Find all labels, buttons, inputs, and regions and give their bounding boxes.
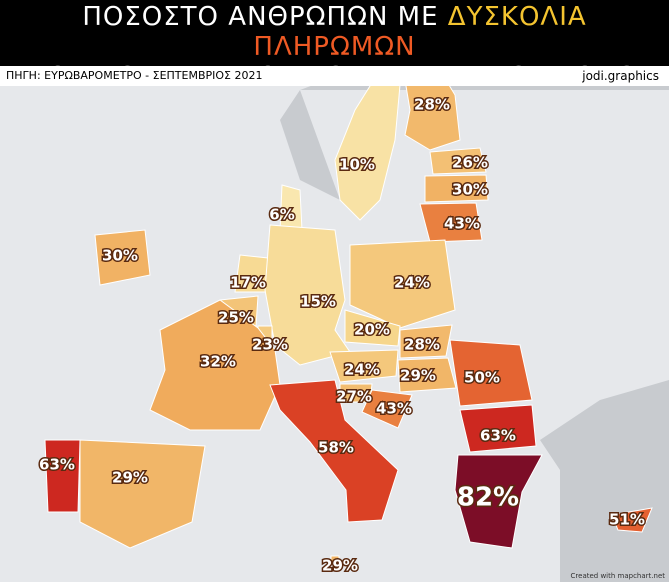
title: ΠΟΣΟΣΤΟ ΑΝΘΡΩΠΩΝ ΜΕ ΔΥΣΚΟΛΙΑ ΠΛΗΡΩΜΩΝ ΤΩ…: [0, 0, 669, 92]
region: [429, 147, 487, 175]
region: [79, 439, 206, 549]
value-label: 29%: [400, 367, 436, 385]
title-part: ΠΟΣΟΣΤΟ ΑΝΘΡΩΠΩΝ ΜΕ: [82, 2, 439, 32]
value-label: 26%: [452, 154, 488, 172]
region: [399, 324, 453, 359]
brand: jodi.graphics: [582, 69, 659, 83]
value-label: 58%: [318, 439, 354, 457]
value-label: 24%: [394, 274, 430, 292]
region: [419, 202, 483, 243]
region: [330, 555, 340, 565]
value-label: 32%: [200, 353, 236, 371]
value-label: 51%: [609, 511, 645, 529]
value-label: 25%: [218, 309, 254, 327]
value-label: 10%: [339, 156, 375, 174]
title-part: ΔΥΣΚΟΛΙΑ: [447, 2, 587, 32]
region: [149, 299, 281, 431]
land: [280, 60, 669, 582]
title-part: ΠΛΗΡΩΜΩΝ: [253, 32, 416, 62]
value-label: 29%: [322, 557, 358, 575]
region: [454, 454, 543, 549]
title-line: ΠΟΣΟΣΤΟ ΑΝΘΡΩΠΩΝ ΜΕ ΔΥΣΚΟΛΙΑ ΠΛΗΡΩΜΩΝ: [0, 2, 669, 62]
region: [424, 174, 489, 203]
value-label: 43%: [376, 400, 412, 418]
value-label: 63%: [39, 456, 75, 474]
region: [611, 507, 653, 533]
value-label: 43%: [444, 215, 480, 233]
value-label: 82%: [457, 483, 519, 513]
value-label: 23%: [252, 336, 288, 354]
value-label: 28%: [414, 96, 450, 114]
region: [269, 379, 399, 523]
value-label: 30%: [452, 181, 488, 199]
value-label: 20%: [354, 321, 390, 339]
value-label: 24%: [344, 361, 380, 379]
region: [344, 309, 401, 347]
value-label: 15%: [300, 293, 336, 311]
region: [361, 389, 413, 429]
region: [349, 239, 456, 329]
value-label: 17%: [230, 274, 266, 292]
region: [459, 404, 537, 453]
value-label: 28%: [404, 336, 440, 354]
region: [44, 439, 81, 513]
value-label: 27%: [336, 388, 372, 406]
region: [449, 339, 533, 407]
region: [397, 357, 457, 393]
credit: Created with mapchart.net: [570, 572, 665, 580]
source: ΠΗΓΗ: ΕΥΡΩΒΑΡΟΜΕΤΡΟ - ΣΕΠΤΕΜΒΡΙΟΣ 2021: [6, 69, 263, 82]
value-label: 6%: [269, 206, 294, 224]
region: [334, 69, 401, 221]
value-label: 63%: [480, 427, 516, 445]
value-label: 50%: [464, 369, 500, 387]
value-label: 30%: [102, 247, 138, 265]
region: [94, 229, 151, 286]
value-label: 29%: [112, 469, 148, 487]
source-bar: ΠΗΓΗ: ΕΥΡΩΒΑΡΟΜΕΤΡΟ - ΣΕΠΤΕΜΒΡΙΟΣ 2021 j…: [0, 66, 669, 86]
region: [329, 349, 399, 383]
